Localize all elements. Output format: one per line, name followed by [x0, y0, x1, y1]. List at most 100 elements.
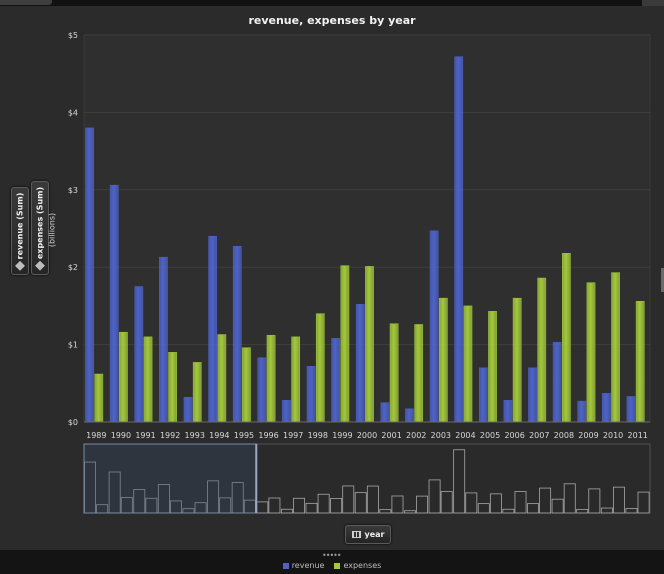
- y-tick-label: $3: [68, 186, 78, 195]
- x-tick-label: 2010: [603, 431, 623, 440]
- bar-revenue: [306, 366, 316, 423]
- overview-bar-revenue: [404, 510, 416, 514]
- bar-expenses: [119, 331, 128, 423]
- overview-selection-window[interactable]: [83, 443, 257, 514]
- y-field-label-revenue: revenue (Sum): [15, 192, 25, 260]
- x-tick-label: 1999: [332, 431, 352, 440]
- table-icon: [351, 531, 361, 538]
- overview-bar-expenses: [514, 491, 527, 514]
- overview-bar-expenses: [588, 488, 601, 514]
- x-tick-label: 2003: [431, 431, 451, 440]
- bar-revenue: [429, 230, 439, 423]
- bar-expenses: [315, 313, 325, 423]
- bar-revenue: [282, 400, 291, 423]
- x-tick-label: 1998: [308, 431, 328, 440]
- overview-bar-expenses: [268, 497, 281, 514]
- bar-revenue: [85, 127, 94, 423]
- overview-bar-expenses: [293, 497, 305, 514]
- legend-label-revenue: revenue: [291, 561, 325, 570]
- bar-revenue: [183, 396, 193, 423]
- resize-grip-icon[interactable]: •••••: [322, 551, 342, 560]
- x-tick-label: 2004: [455, 431, 475, 440]
- window-tab-handle[interactable]: [0, 0, 52, 5]
- y-axis-units: (billions): [47, 212, 57, 248]
- bar-expenses: [266, 335, 276, 423]
- bar-expenses: [242, 347, 251, 423]
- overview-bar-expenses: [637, 491, 650, 514]
- y-field-pill-revenue[interactable]: revenue (Sum): [11, 187, 29, 275]
- bar-expenses: [537, 277, 547, 423]
- overview-bar-revenue: [330, 498, 343, 514]
- y-field-label-expenses: expenses (Sum): [35, 186, 45, 260]
- bar-revenue: [380, 402, 390, 423]
- bar-expenses: [611, 272, 620, 423]
- legend-bar: [0, 550, 664, 574]
- y-tick-label: $0: [68, 418, 78, 427]
- overview-bar-revenue: [625, 508, 638, 514]
- overview-bar-expenses: [391, 495, 404, 514]
- x-tick-label: 1989: [86, 431, 106, 440]
- x-tick-label: 1993: [185, 431, 205, 440]
- bar-expenses: [94, 373, 104, 423]
- bar-expenses: [143, 336, 153, 423]
- overview-bar-revenue: [379, 509, 392, 514]
- bar-expenses: [635, 301, 645, 423]
- overview-bar-expenses: [563, 483, 576, 514]
- overview-bar-expenses: [342, 485, 355, 514]
- bar-revenue: [478, 367, 488, 423]
- x-tick-label: 1990: [111, 431, 131, 440]
- x-tick-label: 2006: [504, 431, 524, 440]
- overview-bar-revenue: [453, 449, 466, 514]
- x-tick-label: 1992: [160, 431, 180, 440]
- bar-expenses: [438, 297, 448, 423]
- overview-bar-revenue: [280, 508, 293, 514]
- overview-bar-expenses: [366, 485, 379, 514]
- bar-expenses: [463, 305, 473, 423]
- bar-revenue: [257, 357, 267, 423]
- bar-revenue: [552, 342, 562, 423]
- overview-bar-expenses: [317, 493, 330, 514]
- bar-revenue: [405, 408, 414, 423]
- bar-revenue: [232, 246, 242, 423]
- overview-bar-revenue: [576, 508, 589, 514]
- bar-expenses: [389, 323, 399, 423]
- bar-revenue: [134, 286, 144, 423]
- x-tick-label: 2000: [357, 431, 377, 440]
- legend: revenue expenses: [0, 561, 664, 570]
- bar-revenue: [577, 400, 587, 423]
- overview-selection-handle[interactable]: [255, 444, 258, 513]
- bar-revenue: [331, 338, 341, 423]
- bar-expenses: [562, 253, 571, 423]
- side-panel-tab[interactable]: [661, 268, 664, 292]
- legend-item-revenue[interactable]: revenue: [282, 561, 325, 570]
- legend-label-expenses: expenses: [343, 561, 382, 570]
- x-field-pill-year[interactable]: year: [345, 525, 391, 544]
- y-field-pill-expenses-content: expenses (Sum): [35, 186, 45, 271]
- overview-bar-revenue: [502, 508, 515, 514]
- x-tick-label: 1994: [209, 431, 229, 440]
- y-field-pill-expenses[interactable]: expenses (Sum): [31, 181, 49, 275]
- overview-bar-expenses: [612, 486, 625, 514]
- bar-expenses: [168, 352, 177, 423]
- measure-icon: [35, 260, 45, 271]
- bar-expenses: [365, 266, 374, 423]
- x-tick-label: 2001: [381, 431, 401, 440]
- bar-revenue: [355, 304, 365, 423]
- overview-bar-expenses: [416, 495, 429, 514]
- bar-expenses: [488, 311, 497, 423]
- overview-bar-revenue: [600, 507, 613, 514]
- y-tick-label: $1: [68, 341, 78, 350]
- overview-bar-expenses: [465, 492, 478, 514]
- legend-swatch-revenue: [282, 562, 289, 569]
- bar-expenses: [340, 265, 350, 423]
- chart-title: revenue, expenses by year: [248, 14, 416, 27]
- x-tick-label: 2002: [406, 431, 426, 440]
- overview-bar-revenue: [354, 492, 367, 514]
- bar-revenue: [528, 367, 537, 423]
- window-corner-control[interactable]: [642, 0, 664, 6]
- overview-bar-expenses: [489, 493, 502, 514]
- bar-expenses: [192, 362, 202, 423]
- window-top-strip: [0, 0, 664, 6]
- legend-item-expenses[interactable]: expenses: [334, 561, 381, 570]
- x-tick-label: 2008: [554, 431, 574, 440]
